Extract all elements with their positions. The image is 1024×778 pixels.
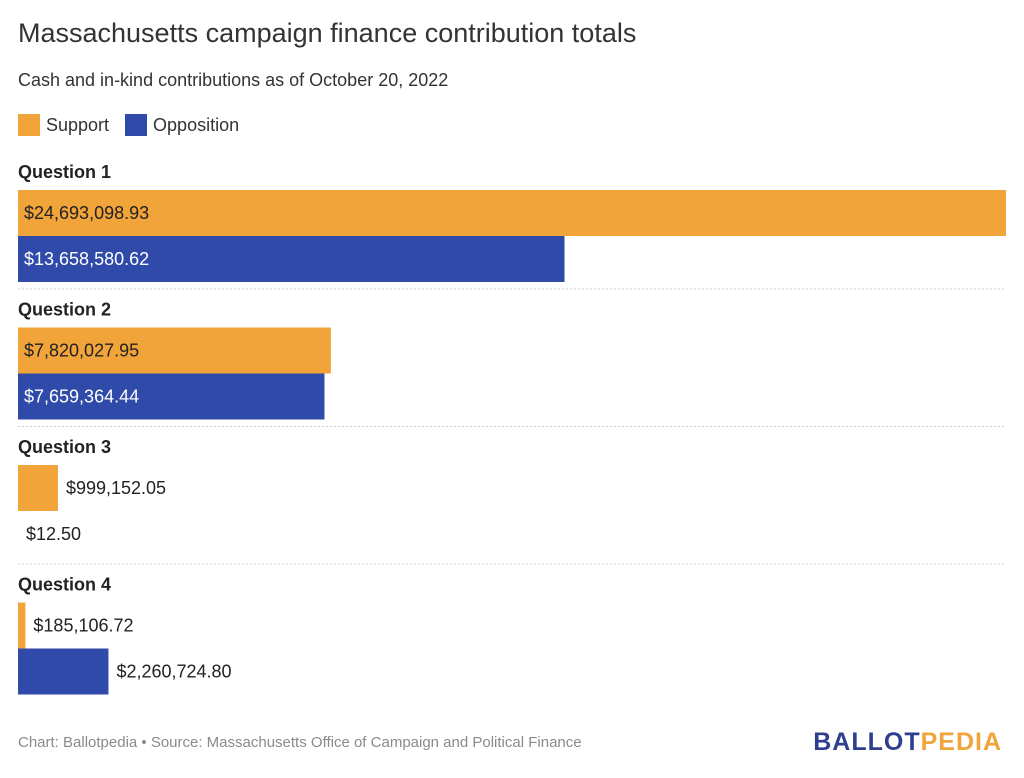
data-label-support-question-2: $7,820,027.95 — [24, 341, 139, 361]
data-label-support-question-3: $999,152.05 — [66, 478, 166, 498]
data-label-support-question-4: $185,106.72 — [33, 616, 133, 636]
data-label-opposition-question-1: $13,658,580.62 — [24, 249, 149, 269]
group-label-question-1: Question 1 — [18, 162, 111, 182]
logo-part-ballot: BALLOT — [813, 728, 921, 756]
data-label-opposition-question-4: $2,260,724.80 — [116, 662, 231, 682]
legend-swatch-support — [18, 114, 40, 136]
chart-title: Massachusetts campaign finance contribut… — [18, 18, 637, 48]
legend-item-support: Support — [18, 114, 109, 136]
group-label-question-2: Question 2 — [18, 300, 111, 320]
bar-support-question-4 — [18, 602, 26, 649]
legend-label-support: Support — [46, 114, 110, 135]
bar-chart: Question 1 $24,693,098.93 $13,658,580.62 Qu… — [18, 162, 1006, 695]
bar-support-question-3 — [18, 465, 58, 511]
bar-support-question-2 — [18, 327, 331, 374]
group-label-question-3: Question 3 — [18, 437, 111, 457]
data-label-opposition-question-2: $7,659,364.44 — [24, 387, 139, 407]
legend: Support Opposition — [18, 114, 255, 136]
data-label-support-question-1: $24,693,098.93 — [24, 203, 149, 223]
bar-support-question-1 — [18, 190, 1006, 236]
bar-opposition-question-2 — [18, 373, 325, 420]
chart-subtitle: Cash and in-kind contributions as of Oct… — [18, 70, 449, 90]
legend-item-opposition: Opposition — [125, 114, 239, 136]
legend-label-opposition: Opposition — [153, 114, 240, 135]
ballotpedia-logo: BALLOTPEDIA — [813, 728, 1002, 757]
bar-opposition-question-1 — [18, 236, 565, 282]
logo-part-pedia: PEDIA — [920, 728, 1002, 756]
data-label-opposition-question-3: $12.50 — [26, 524, 81, 544]
chart-source-footer: Chart: Ballotpedia • Source: Massachuset… — [18, 734, 582, 751]
group-label-question-4: Question 4 — [18, 575, 111, 595]
bar-opposition-question-4 — [18, 648, 109, 695]
legend-swatch-opposition — [125, 114, 148, 136]
